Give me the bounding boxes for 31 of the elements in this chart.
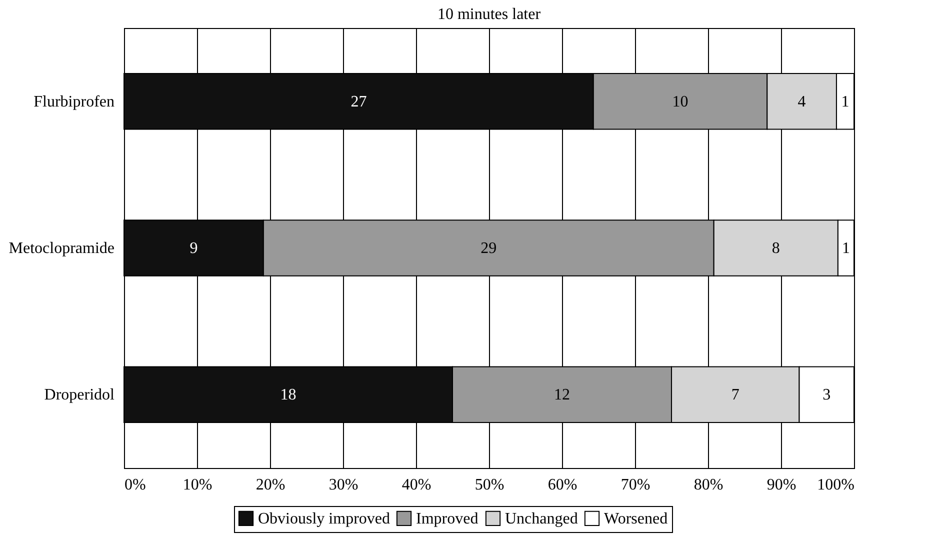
x-tick-label: 20% xyxy=(256,476,286,494)
annotation: 3 xyxy=(822,386,831,404)
y-tick-label: Flurbiprofen xyxy=(34,93,114,110)
annotation: 7 xyxy=(731,386,740,404)
x-tick-label: 50% xyxy=(474,476,504,494)
annotation: 29 xyxy=(480,240,497,257)
legend-label: Worsened xyxy=(604,510,668,528)
x-tick-label: 100% xyxy=(817,476,854,494)
x-tick-label: 70% xyxy=(620,476,650,494)
annotation: 1 xyxy=(842,240,850,257)
x-tick-label: 80% xyxy=(694,476,724,494)
legend-label: Obviously improved xyxy=(258,510,390,528)
y-tick-label: Metoclopramide xyxy=(8,240,114,257)
annotation: 27 xyxy=(350,93,367,110)
x-tick-label: 30% xyxy=(328,476,358,494)
annotation: 10 xyxy=(672,93,688,110)
annotation: 9 xyxy=(190,240,198,257)
legend-label: Unchanged xyxy=(505,510,578,528)
annotation: 4 xyxy=(798,93,806,110)
x-tick-label: 10% xyxy=(182,476,212,494)
x-tick-label: 40% xyxy=(402,476,432,494)
x-tick-label: 90% xyxy=(766,476,796,494)
annotation: 1 xyxy=(841,93,850,110)
annotation: 12 xyxy=(554,386,570,404)
x-tick-label: 0% xyxy=(124,476,146,494)
annotation: 18 xyxy=(280,386,296,404)
x-tick-label: 60% xyxy=(548,476,578,494)
y-tick-label: Droperidol xyxy=(44,386,116,404)
chart-title: 10 minutes later xyxy=(437,6,542,23)
annotation: 8 xyxy=(772,240,780,257)
legend-label: Improved xyxy=(416,510,478,528)
